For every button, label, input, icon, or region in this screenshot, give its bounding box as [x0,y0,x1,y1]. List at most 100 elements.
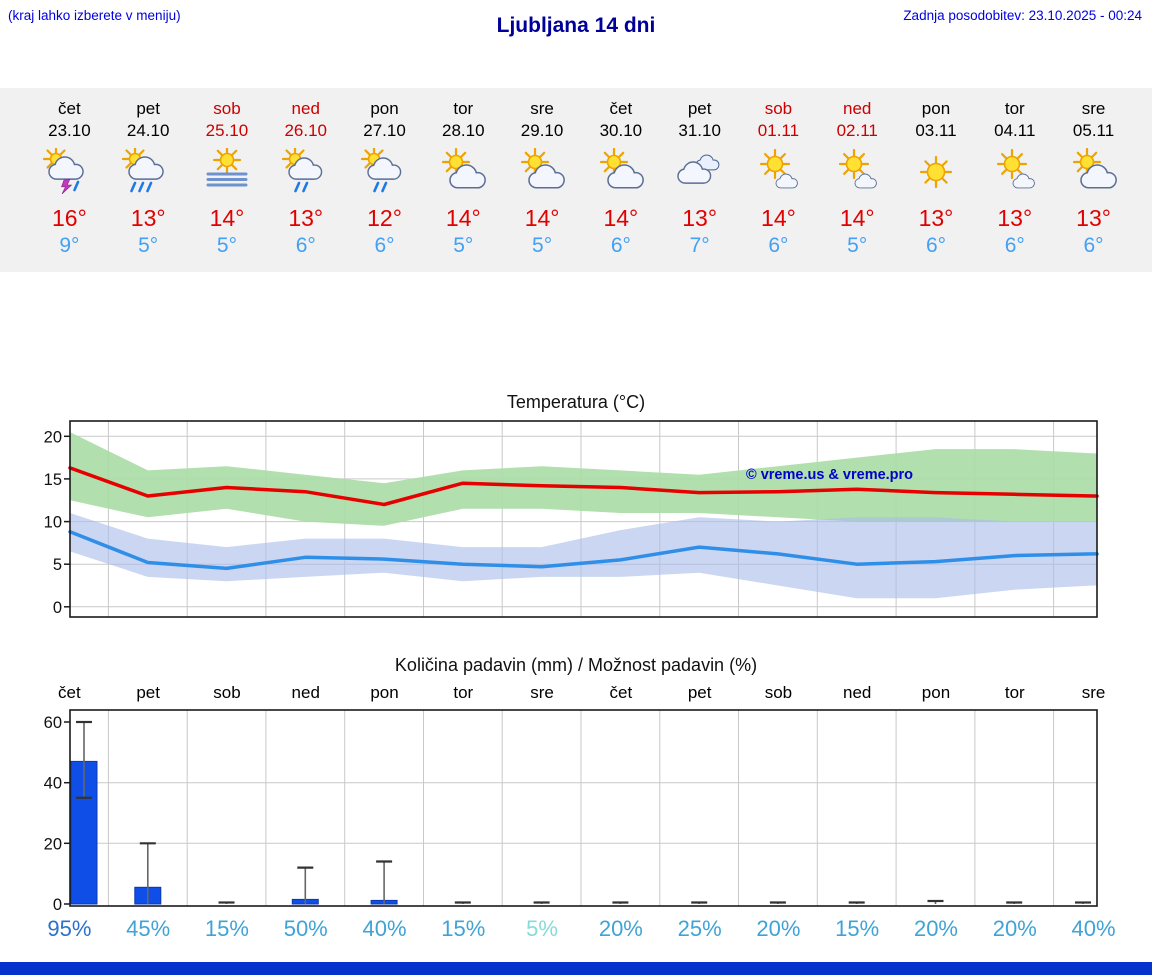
day-name: sob [764,99,793,118]
precip-chart-svg: 0 20 40 60 [44,709,1098,914]
day-date: 01.11 [757,121,800,140]
high-temp: 14° [445,205,481,231]
day-name: pet [136,99,160,118]
svg-text:15: 15 [44,471,62,489]
high-temp: 14° [209,205,245,231]
forecast-day: pon 03.11 13° 6° [897,98,976,258]
high-temp: 12° [367,205,402,231]
low-temp: 6° [1083,234,1104,257]
forecast-day: pon 27.10 12° 6° [345,98,424,258]
day-label: čet [609,683,633,702]
probability-label: 50% [283,916,328,941]
weather-icon-cell [188,145,267,198]
cloudy-icon [676,154,720,184]
svg-text:10: 10 [44,514,62,532]
day-date: 23.10 [48,121,91,140]
high-temp: 14° [603,205,639,231]
probability-label: 20% [598,916,643,941]
forecast-day: sob 25.10 14° 5° [188,98,267,258]
low-temp: 6° [925,234,947,257]
mostly-sunny-icon [760,148,799,189]
day-date: 04.11 [994,121,1036,140]
forecast-day: čet 30.10 14° 6° [581,98,660,258]
high-temp: 13° [997,205,1033,231]
low-temp: 5° [532,234,553,257]
weather-icon-cell [345,145,424,198]
day-label: tor [453,683,474,702]
precip-chart-title: Količina padavin (mm) / Možnost padavin … [394,655,758,675]
forecast-day: ned 02.11 14° 5° [818,98,897,258]
sunny-icon [919,155,953,189]
partly-cloudy-icon [520,147,565,189]
low-temp: 6° [1004,234,1025,257]
weather-icon-cell [424,147,503,198]
forecast-day: ned 26.10 13° 6° [266,98,345,258]
weather-icon-cell [660,148,739,198]
forecast-day: čet 23.10 16° 9° [30,98,109,258]
low-temp: 7° [689,234,710,257]
weather-icon-cell [266,145,345,198]
day-date: 03.11 [915,121,957,140]
vreme-copyright-link[interactable]: © vreme.us & vreme.pro [746,467,914,483]
showers-icon [281,145,322,193]
weather-icon-cell [109,145,188,198]
day-date: 27.10 [363,121,406,140]
probability-label: 15% [441,916,486,941]
day-date: 02.11 [836,121,878,140]
day-date: 28.10 [442,121,485,140]
high-temp: 14° [839,205,875,231]
day-label: tor [1004,683,1025,702]
svg-text:60: 60 [44,714,62,732]
weather-icon-cell [975,148,1054,198]
forecast-day: pet 24.10 13° 5° [109,98,188,258]
forecast-columns: čet 23.10 16° 9° pet 24.10 13° 5° sob 25.10 14° 5° n… [30,98,1133,258]
weather-icon-cell [897,148,976,198]
mostly-sunny-icon [839,148,878,189]
day-date: 31.10 [678,121,721,140]
rain-icon [122,145,164,193]
svg-text:20: 20 [44,428,62,446]
day-date: 24.10 [126,121,170,140]
probability-label: 15% [835,916,880,941]
day-label: sre [530,683,554,702]
precip-probability-row: 95% 45% 15% 50% 40% 15% 5% 20% 25% 20% 15% 20% 20% 40… [30,916,1133,942]
precip-chart-canvas: 0 20 40 60 [0,706,1152,921]
high-temp: 14° [761,205,796,231]
day-date: 26.10 [284,121,327,140]
temperature-chart-svg: 0 5 10 15 20 [44,420,1099,618]
weather-icon-cell [581,147,660,198]
forecast-day: sob 01.11 14° 6° [739,98,818,258]
high-temp: 13° [288,205,324,231]
precip-chart: 0 20 40 60 [0,706,1152,916]
probability-label: 15% [204,916,249,941]
temperature-chart: 0 5 10 15 20 © vreme.us & vreme.pro [0,417,1152,627]
day-label: pon [921,683,951,702]
day-name: sre [1081,99,1106,118]
day-name: pon [921,99,951,118]
probability-label: 5% [526,916,558,941]
weather-icon-cell [30,145,109,198]
day-label: sob [213,683,241,702]
low-temp: 5° [138,234,159,257]
forecast-day: sre 05.11 13° 6° [1054,98,1133,258]
probability-label: 95% [47,916,92,941]
day-label: sob [764,683,793,702]
forecast-day: tor 28.10 14° 5° [424,98,503,258]
forecast-strip: čet 23.10 16° 9° pet 24.10 13° 5° sob 25.10 14° 5° n… [0,88,1152,272]
topbar: (kraj lahko izberete v meniju) Ljubljana… [0,0,1152,50]
svg-text:5: 5 [53,556,62,574]
low-temp: 5° [847,234,868,257]
probability-label: 20% [913,916,958,941]
day-name: čet [58,99,81,118]
svg-text:0: 0 [53,896,62,914]
probability-label: 20% [992,916,1037,941]
partly-cloudy-icon [1072,147,1117,189]
day-name: pet [687,99,712,118]
high-temp: 13° [918,205,954,231]
temperature-chart-canvas: 0 5 10 15 20 [0,417,1152,632]
high-temp: 13° [1076,205,1111,231]
day-date: 25.10 [205,121,249,140]
forecast-day: pet 31.10 13° 7° [660,98,739,258]
thunderstorm-icon [43,145,85,195]
